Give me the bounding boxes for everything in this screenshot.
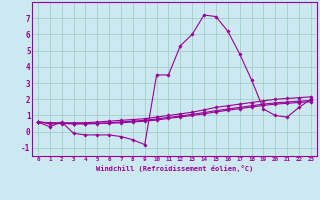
X-axis label: Windchill (Refroidissement éolien,°C): Windchill (Refroidissement éolien,°C) [96,165,253,172]
